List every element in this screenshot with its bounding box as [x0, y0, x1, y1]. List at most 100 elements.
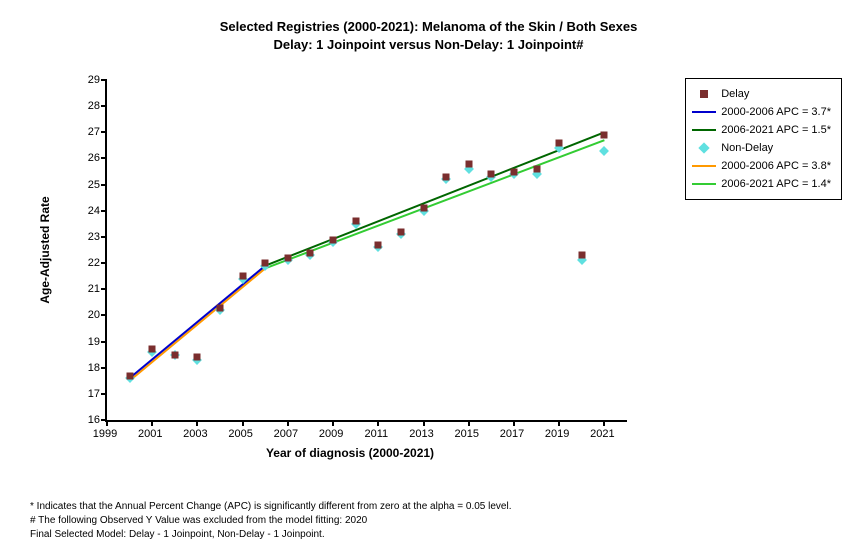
- xtick-label: 2019: [545, 428, 569, 440]
- data-point: [239, 273, 246, 280]
- ytick-label: 22: [70, 257, 100, 269]
- data-point: [194, 354, 201, 361]
- xtick-label: 2005: [228, 428, 252, 440]
- xtick-mark: [558, 420, 560, 426]
- legend-label: 2006-2021 APC = 1.4*: [721, 178, 831, 190]
- legend-item: Non-Delay: [692, 139, 831, 157]
- xtick-mark: [332, 420, 334, 426]
- ytick-mark: [101, 105, 107, 107]
- legend-swatch: [692, 129, 716, 131]
- xtick-label: 2013: [409, 428, 433, 440]
- trend-segment: [265, 140, 604, 268]
- xtick-mark: [377, 420, 379, 426]
- xtick-mark: [242, 420, 244, 426]
- legend-swatch: [692, 144, 716, 152]
- ytick-label: 29: [70, 74, 100, 86]
- data-point: [149, 346, 156, 353]
- xtick-label: 2009: [319, 428, 343, 440]
- xtick-mark: [106, 420, 108, 426]
- title-line1: Selected Registries (2000-2021): Melanom…: [0, 18, 857, 36]
- data-point: [397, 228, 404, 235]
- legend-item: 2006-2021 APC = 1.4*: [692, 175, 831, 193]
- ytick-mark: [101, 314, 107, 316]
- legend-item: Delay: [692, 85, 831, 103]
- legend-label: Non-Delay: [721, 142, 773, 154]
- legend-swatch: [692, 90, 716, 98]
- ytick-label: 26: [70, 152, 100, 164]
- legend-swatch: [692, 183, 716, 185]
- data-point: [126, 372, 133, 379]
- legend-swatch: [692, 111, 716, 113]
- xtick-label: 2007: [274, 428, 298, 440]
- footnote-3: Final Selected Model: Delay - 1 Joinpoin…: [30, 528, 511, 542]
- title-line2: Delay: 1 Joinpoint versus Non-Delay: 1 J…: [0, 36, 857, 54]
- xtick-label: 2021: [590, 428, 614, 440]
- legend-label: 2000-2006 APC = 3.8*: [721, 160, 831, 172]
- data-point: [601, 131, 608, 138]
- chart-title: Selected Registries (2000-2021): Melanom…: [0, 0, 857, 54]
- ytick-mark: [101, 341, 107, 343]
- xtick-mark: [603, 420, 605, 426]
- xtick-label: 2017: [500, 428, 524, 440]
- data-point: [330, 236, 337, 243]
- footnote-1: * Indicates that the Annual Percent Chan…: [30, 500, 511, 514]
- ytick-label: 21: [70, 283, 100, 295]
- data-point: [262, 260, 269, 267]
- chart-container: Age-Adjusted Rate Year of diagnosis (200…: [50, 70, 650, 470]
- trend-segment: [265, 132, 604, 265]
- data-point: [217, 304, 224, 311]
- ytick-mark: [101, 79, 107, 81]
- ytick-mark: [101, 367, 107, 369]
- ytick-label: 17: [70, 388, 100, 400]
- legend-label: Delay: [721, 88, 749, 100]
- data-point: [420, 205, 427, 212]
- ytick-label: 20: [70, 309, 100, 321]
- ytick-mark: [101, 236, 107, 238]
- data-point: [352, 218, 359, 225]
- xtick-mark: [468, 420, 470, 426]
- ytick-label: 27: [70, 126, 100, 138]
- legend-swatch: [692, 165, 716, 167]
- footnotes: * Indicates that the Annual Percent Chan…: [30, 500, 511, 542]
- trend-lines: [107, 80, 627, 420]
- xtick-label: 2001: [138, 428, 162, 440]
- data-point: [556, 139, 563, 146]
- data-point: [171, 351, 178, 358]
- y-axis-label: Age-Adjusted Rate: [38, 196, 52, 303]
- footnote-2: # The following Observed Y Value was exc…: [30, 514, 511, 528]
- ytick-mark: [101, 262, 107, 264]
- legend-item: 2000-2006 APC = 3.8*: [692, 157, 831, 175]
- legend: Delay 2000-2006 APC = 3.7* 2006-2021 APC =…: [685, 78, 842, 200]
- xtick-mark: [423, 420, 425, 426]
- legend-label: 2006-2021 APC = 1.5*: [721, 124, 831, 136]
- ytick-label: 19: [70, 336, 100, 348]
- legend-item: 2000-2006 APC = 3.7*: [692, 103, 831, 121]
- ytick-mark: [101, 393, 107, 395]
- ytick-label: 24: [70, 205, 100, 217]
- xtick-mark: [151, 420, 153, 426]
- data-point: [443, 173, 450, 180]
- ytick-mark: [101, 288, 107, 290]
- data-point: [533, 165, 540, 172]
- xtick-label: 2015: [454, 428, 478, 440]
- x-axis-label: Year of diagnosis (2000-2021): [266, 446, 434, 460]
- xtick-mark: [196, 420, 198, 426]
- data-point: [578, 252, 585, 259]
- data-point: [465, 160, 472, 167]
- data-point: [510, 168, 517, 175]
- ytick-label: 16: [70, 414, 100, 426]
- data-point: [488, 171, 495, 178]
- xtick-mark: [513, 420, 515, 426]
- ytick-label: 23: [70, 231, 100, 243]
- plot-area: [105, 80, 627, 422]
- data-point: [375, 241, 382, 248]
- data-point: [307, 249, 314, 256]
- data-point: [284, 254, 291, 261]
- ytick-mark: [101, 184, 107, 186]
- xtick-label: 1999: [93, 428, 117, 440]
- xtick-mark: [287, 420, 289, 426]
- xtick-label: 2011: [364, 428, 388, 440]
- ytick-label: 18: [70, 362, 100, 374]
- xtick-label: 2003: [183, 428, 207, 440]
- ytick-mark: [101, 131, 107, 133]
